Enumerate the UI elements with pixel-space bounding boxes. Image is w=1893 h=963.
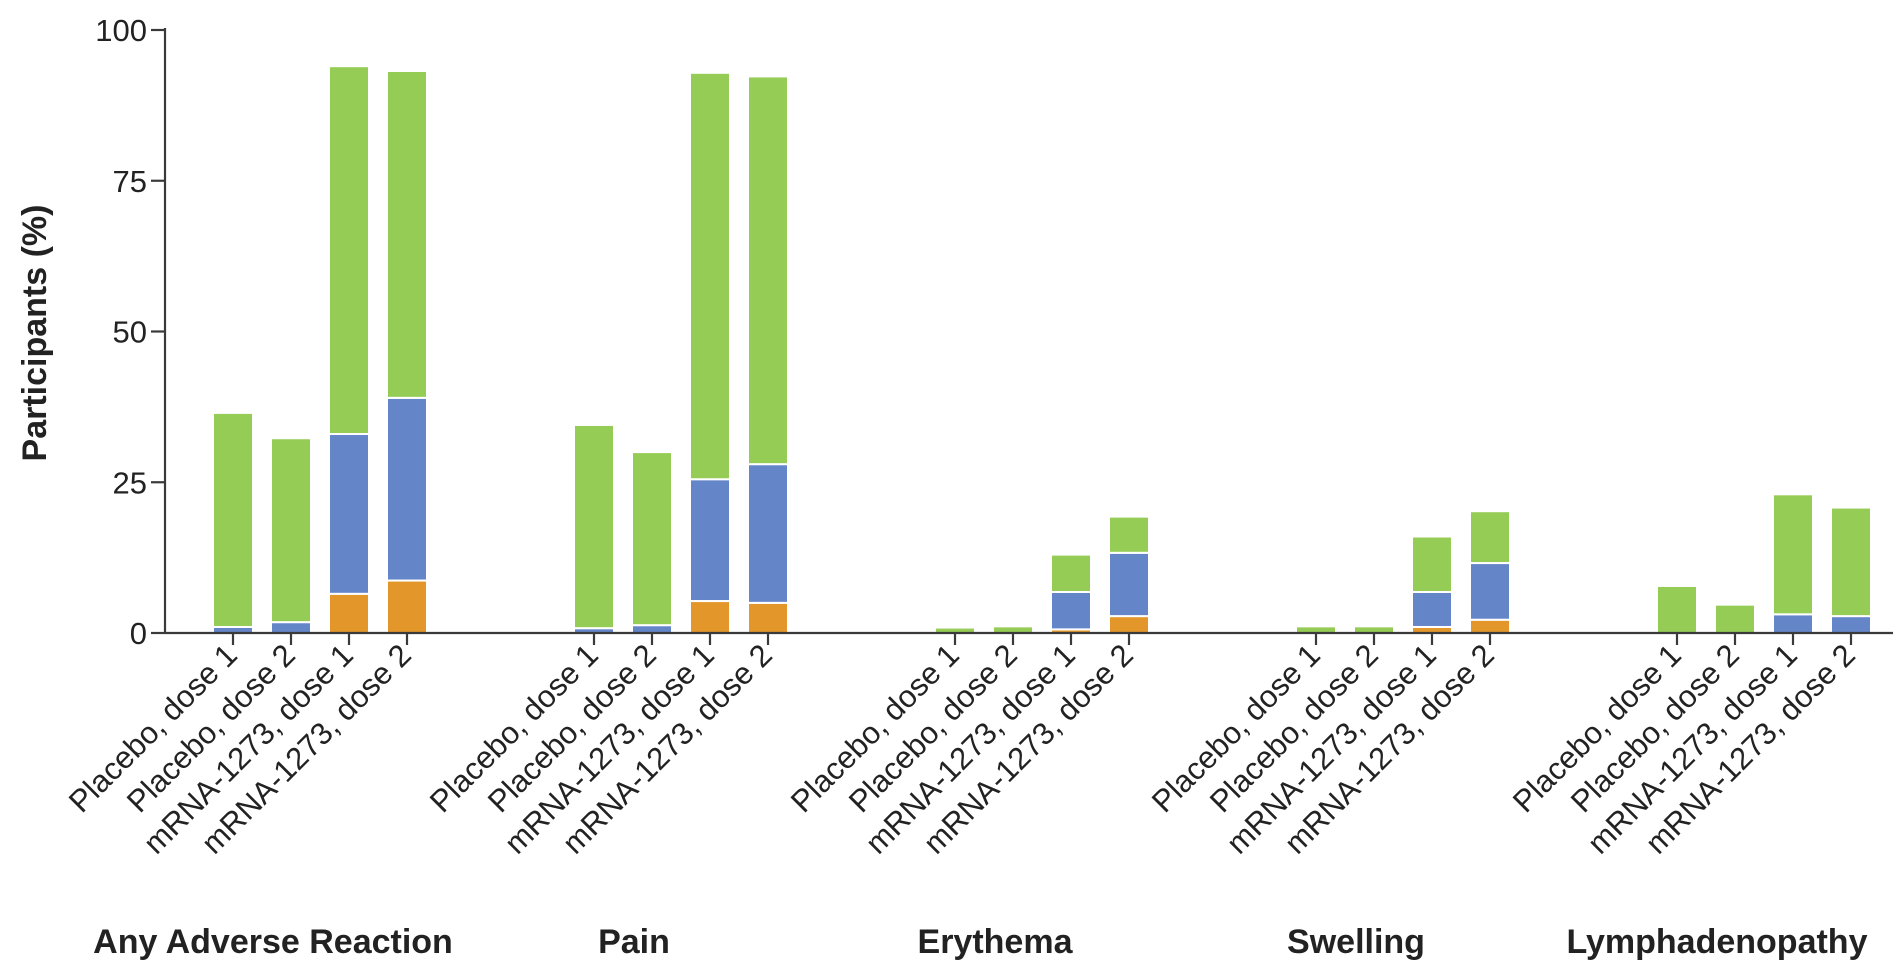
x-axis [165, 631, 1893, 645]
bar-segment-grade-1 [386, 70, 428, 399]
bar-segment-grade-2 [689, 478, 731, 603]
bar-segment-grade-2 [386, 396, 428, 582]
bar-segment-grade-2 [1469, 562, 1511, 621]
bar-segment-grade-1 [1469, 510, 1511, 565]
bar-segment-grade-2 [270, 621, 312, 634]
bar-segment-grade-1 [1411, 535, 1453, 593]
bars [212, 65, 1872, 635]
bar-segment-grade-2 [1411, 590, 1453, 628]
bar-segment-grade-2 [1772, 613, 1814, 635]
bar-segment-grade-2 [1108, 551, 1150, 618]
bar-segment-grade-1 [573, 423, 615, 630]
bar-segment-grade-3 [328, 592, 370, 634]
bar-segment-grade-3 [1469, 618, 1511, 635]
group-label: Swelling [1287, 923, 1425, 961]
y-tick-label: 75 [113, 164, 147, 199]
bar-segment-grade-1 [631, 451, 673, 627]
bar-segment-grade-1 [1108, 515, 1150, 554]
y-axis: 0 25 50 75 100 [95, 13, 167, 651]
bar-segment-grade-1 [1714, 603, 1756, 634]
bar-segment-grade-3 [747, 601, 789, 634]
bar-segment-grade-2 [1050, 590, 1092, 631]
bar-segment-grade-3 [1108, 615, 1150, 635]
bar-segment-grade-1 [747, 75, 789, 466]
bar-segment-grade-1 [1656, 584, 1698, 635]
bar-segment-grade-1 [1050, 553, 1092, 593]
group-label: Any Adverse Reaction [93, 923, 453, 961]
bar-segment-grade-3 [689, 600, 731, 635]
group-label: Lymphadenopathy [1567, 923, 1868, 961]
bar-segment-grade-1 [270, 437, 312, 624]
group-label: Pain [598, 923, 670, 961]
bar-segment-grade-1 [1772, 493, 1814, 616]
bar-segment-grade-1 [328, 65, 370, 436]
bar-segment-grade-2 [747, 463, 789, 604]
bar-segment-grade-1 [212, 411, 254, 628]
group-label: Erythema [918, 923, 1074, 961]
y-tick-label: 0 [130, 616, 147, 651]
bar-segment-grade-2 [328, 433, 370, 595]
y-axis-label: Participants (%) [16, 205, 54, 462]
bar-segment-grade-2 [1830, 615, 1872, 635]
y-tick-label: 50 [113, 315, 147, 350]
y-tick-label: 100 [95, 13, 147, 48]
y-tick-label: 25 [113, 465, 147, 500]
bar-segment-grade-2 [631, 624, 673, 635]
bar-segment-grade-1 [1830, 506, 1872, 618]
group-labels: Any Adverse Reaction Pain Erythema Swelling… [93, 923, 1867, 961]
bar-segment-grade-3 [386, 579, 428, 634]
bar-segment-grade-1 [689, 71, 731, 481]
